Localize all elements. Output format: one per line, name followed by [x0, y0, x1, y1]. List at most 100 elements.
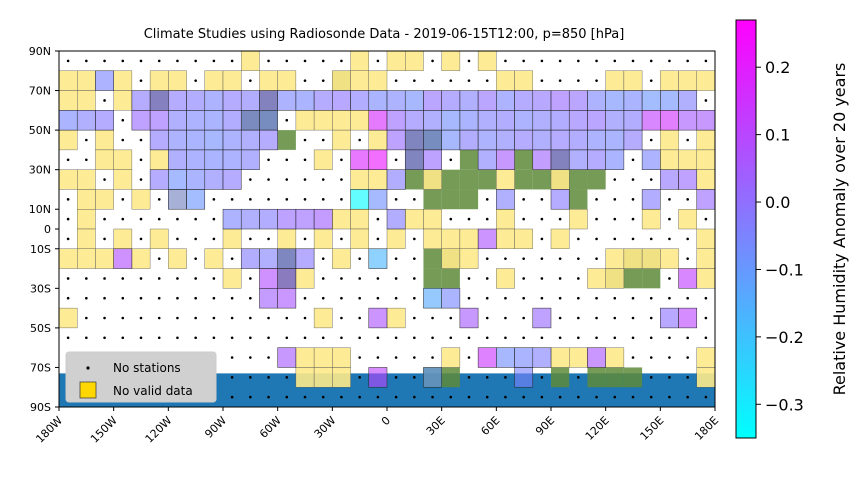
no-data-cell	[696, 248, 715, 269]
no-station-dot	[376, 296, 380, 300]
anomaly-cell	[168, 189, 187, 210]
no-station-dot	[121, 138, 125, 142]
no-station-dot	[540, 277, 544, 280]
no-station-dot	[394, 376, 398, 379]
no-station-dot	[121, 59, 125, 63]
anomaly-cell	[587, 110, 606, 131]
no-station-dot	[157, 198, 161, 201]
no-data-cell	[222, 228, 242, 249]
no-station-dot	[649, 395, 653, 399]
no-station-dot	[139, 217, 143, 221]
anomaly-cell	[204, 90, 224, 111]
no-station-dot	[613, 336, 617, 340]
no-data-cell	[350, 51, 369, 71]
no-station-dot	[303, 79, 307, 82]
colorbar-tick-label: 0.1	[765, 126, 790, 145]
land-cell	[642, 268, 661, 289]
no-station-dot	[194, 79, 197, 82]
no-station-dot	[267, 237, 270, 241]
no-station-dot	[631, 316, 635, 320]
no-data-cell	[605, 347, 625, 368]
no-station-dot	[139, 59, 143, 63]
no-station-dot	[449, 395, 453, 399]
no-station-dot	[558, 316, 562, 320]
anomaly-cell	[514, 367, 534, 388]
no-data-cell	[59, 169, 78, 190]
anomaly-cell	[404, 129, 424, 151]
no-station-dot	[139, 79, 143, 82]
legend-label-no-stations: No stations	[113, 361, 181, 375]
anomaly-cell	[678, 169, 698, 190]
no-station-dot	[394, 336, 398, 340]
no-station-dot	[303, 296, 307, 300]
x-tick-label: 30W	[312, 414, 339, 441]
no-data-cell	[131, 189, 151, 210]
anomaly-cell	[368, 189, 388, 210]
no-station-dot	[522, 59, 525, 63]
no-data-cell	[95, 189, 114, 210]
no-station-dot	[212, 277, 216, 280]
anomaly-cell	[168, 110, 187, 131]
no-station-dot	[358, 138, 361, 142]
no-station-dot	[467, 296, 471, 300]
no-station-dot	[103, 237, 106, 241]
no-data-cell	[313, 149, 333, 170]
anomaly-cell	[386, 169, 406, 190]
no-station-dot	[103, 178, 106, 181]
no-station-dot	[66, 158, 70, 162]
no-station-dot	[321, 277, 325, 280]
no-station-dot	[66, 198, 70, 201]
anomaly-cell	[95, 70, 114, 91]
anomaly-cell	[496, 110, 515, 131]
no-station-dot	[613, 59, 617, 63]
no-station-dot	[595, 79, 598, 82]
no-station-dot	[157, 59, 161, 63]
no-station-dot	[340, 59, 343, 63]
colorbar-tick-label: 0.0	[765, 193, 790, 212]
no-station-dot	[321, 178, 325, 181]
no-station-dot	[66, 277, 70, 280]
anomaly-cell	[623, 110, 643, 131]
no-station-dot	[249, 277, 252, 280]
no-data-cell	[204, 248, 224, 269]
y-tick-label: 30N	[29, 164, 51, 177]
no-station-dot	[303, 178, 307, 181]
no-station-dot	[157, 217, 161, 221]
no-station-dot	[704, 316, 708, 320]
no-station-dot	[504, 336, 507, 340]
anomaly-cell	[623, 129, 643, 151]
anomaly-cell	[149, 110, 169, 131]
colorbar: 0.2 0.1 0.0 −0.1 −0.2 −0.3 Relative Humidity …	[735, 19, 849, 439]
anomaly-cell	[404, 90, 424, 111]
anomaly-cell	[204, 149, 224, 170]
no-station-dot	[285, 118, 289, 122]
no-data-cell	[696, 228, 715, 249]
no-station-dot	[467, 336, 471, 340]
legend-label-no-valid-data: No valid data	[113, 384, 193, 398]
anomaly-cell	[240, 248, 260, 269]
no-data-cell	[77, 90, 96, 111]
no-station-dot	[449, 316, 453, 320]
no-station-dot	[686, 257, 689, 260]
anomaly-cell	[550, 189, 570, 210]
anomaly-cell	[477, 347, 497, 368]
no-data-cell	[332, 347, 351, 368]
no-station-dot	[121, 277, 125, 280]
no-station-dot	[431, 356, 434, 359]
anomaly-cell	[240, 110, 260, 131]
no-data-cell	[696, 268, 715, 289]
anomaly-cell	[496, 189, 515, 210]
no-station-dot	[649, 237, 653, 241]
no-station-dot	[540, 59, 544, 63]
no-station-dot	[194, 336, 197, 340]
anomaly-cell	[696, 189, 715, 210]
no-data-cell	[569, 209, 588, 230]
no-data-cell	[514, 70, 533, 91]
no-data-cell	[295, 347, 315, 368]
y-tick-label: 50N	[29, 124, 51, 137]
anomaly-cell	[423, 288, 442, 309]
land-cell	[441, 367, 460, 388]
no-station-dot	[66, 296, 70, 300]
no-data-cell	[368, 129, 388, 151]
